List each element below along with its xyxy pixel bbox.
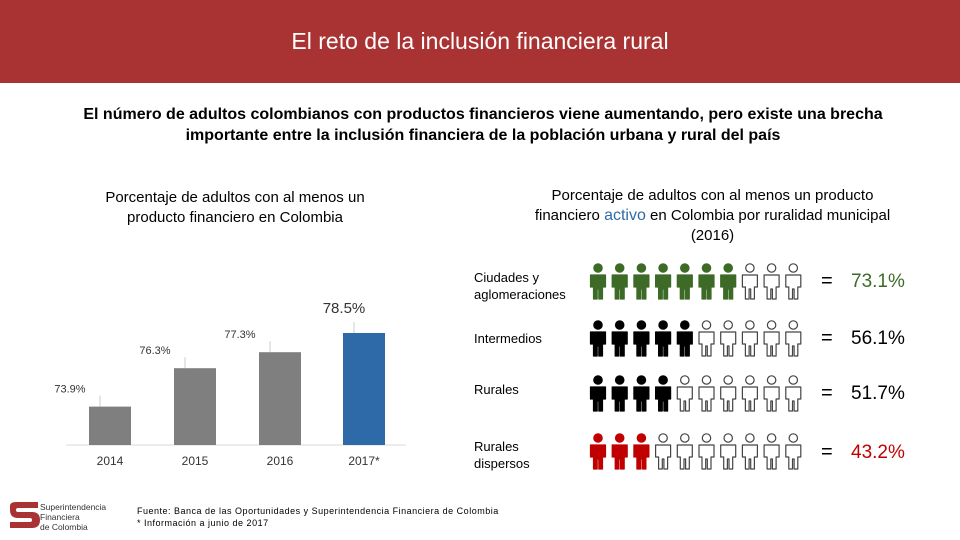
person-outline-icon — [741, 320, 758, 357]
person-outline-icon — [741, 375, 758, 412]
logo-line-3: de Colombia — [40, 522, 88, 532]
data-label-2015: 76.3% — [139, 345, 170, 357]
tick-label-2016: 2016 — [267, 454, 294, 468]
person-filled-icon — [633, 320, 650, 357]
person-filled-icon — [589, 263, 607, 300]
equals-sign: = — [821, 327, 833, 349]
person-outline-icon — [698, 375, 715, 412]
footnote: Fuente: Banca de las Oportunidades y Sup… — [137, 505, 499, 529]
people-row-rurales-dispersos — [589, 433, 802, 470]
row-label-line-2: aglomeraciones — [474, 287, 566, 302]
pictogram-title-line-2: financiero activo en Colombia por rurali… — [485, 206, 940, 226]
pictogram-title-line-3: (2016) — [690, 227, 735, 244]
pictogram-title-accent: activo — [604, 207, 646, 224]
bar-2015 — [174, 368, 216, 445]
logo-text: Superintendencia Financiera de Colombia — [40, 502, 106, 532]
subtitle-line-1: El número de adultos colombianos con pro… — [83, 106, 883, 123]
person-filled-icon — [676, 263, 693, 300]
person-outline-icon — [763, 433, 780, 470]
bar-2017* — [343, 333, 385, 445]
person-outline-icon — [676, 375, 693, 412]
bar-chart-title-line-2: producto financiero en Colombia — [127, 209, 343, 226]
pictogram-title-line-1: Porcentaje de adultos con al menos un pr… — [551, 187, 874, 204]
person-filled-icon — [611, 320, 628, 357]
people-row-ciudades — [589, 263, 802, 300]
row-label-line-1: Intermedios — [474, 331, 542, 346]
bar-chart-title: Porcentaje de adultos con al menos un pr… — [70, 188, 400, 228]
person-filled-icon — [589, 375, 607, 412]
row-label-line-1: Rurales — [474, 439, 519, 454]
person-outline-icon — [720, 320, 737, 357]
data-label-2017*: 78.5% — [323, 300, 366, 317]
header-banner — [0, 0, 960, 83]
row-label-line-1: Ciudades y — [474, 270, 540, 285]
bar-chart: 73.9% 2014 76.3% 2015 77.3% 2016 78.5% 2017* — [54, 300, 406, 468]
row-label-intermedios: Intermedios — [474, 330, 584, 347]
person-outline-icon — [785, 433, 802, 470]
person-filled-icon — [611, 263, 628, 300]
bar-chart-title-line-1: Porcentaje de adultos con al menos un — [105, 189, 365, 206]
pct-ciudades: 73.1% — [851, 271, 905, 292]
person-outline-icon — [720, 433, 737, 470]
pictogram-title-post: en Colombia por ruralidad municipal — [645, 207, 891, 224]
data-label-2016: 77.3% — [224, 329, 255, 341]
person-outline-icon — [698, 320, 715, 357]
person-filled-icon — [633, 263, 650, 300]
person-filled-icon — [720, 263, 737, 300]
people-row-intermedios — [589, 320, 802, 357]
person-filled-icon — [676, 320, 693, 357]
person-filled-icon — [633, 433, 650, 470]
tick-label-2017*: 2017* — [348, 454, 380, 468]
person-filled-icon — [655, 320, 672, 357]
page-title: El reto de la inclusión financiera rural — [291, 28, 669, 54]
person-outline-icon — [785, 263, 802, 300]
equals-sign: = — [821, 270, 833, 292]
pictogram-chart-title: Porcentaje de adultos con al menos un pr… — [485, 186, 940, 246]
row-label-ciudades: Ciudades y aglomeraciones — [474, 269, 584, 303]
row-label-line-2: dispersos — [474, 456, 530, 471]
person-filled-icon — [589, 433, 607, 470]
person-outline-icon — [698, 433, 715, 470]
person-filled-icon — [655, 263, 672, 300]
equals-sign: = — [821, 382, 833, 404]
tick-label-2015: 2015 — [182, 454, 209, 468]
person-outline-icon — [763, 375, 780, 412]
person-outline-icon — [720, 375, 737, 412]
tick-label-2014: 2014 — [97, 454, 124, 468]
people-row-rurales — [589, 375, 802, 412]
person-outline-icon — [741, 263, 758, 300]
person-filled-icon — [611, 375, 628, 412]
person-filled-icon — [698, 263, 715, 300]
pct-rurales-dispersos: 43.2% — [851, 442, 905, 463]
row-label-line-1: Rurales — [474, 382, 519, 397]
bar-2014 — [89, 406, 131, 445]
subtitle: El número de adultos colombianos con pro… — [20, 104, 946, 146]
person-outline-icon — [763, 263, 780, 300]
person-outline-icon — [785, 375, 802, 412]
person-filled-icon — [589, 320, 607, 357]
person-filled-icon — [655, 375, 672, 412]
person-outline-icon — [655, 433, 672, 470]
row-label-rurales-dispersos: Rurales dispersos — [474, 438, 584, 472]
pictogram-title-pre: financiero — [534, 207, 605, 224]
superintendencia-logo-icon — [10, 502, 40, 528]
footnote-note: * Información a junio de 2017 — [137, 518, 269, 528]
person-filled-icon — [633, 375, 650, 412]
person-outline-icon — [741, 433, 758, 470]
logo-mark — [10, 502, 40, 528]
person-outline-icon — [763, 320, 780, 357]
bar-2016 — [259, 352, 301, 445]
footnote-source: Fuente: Banca de las Oportunidades y Sup… — [137, 506, 499, 516]
logo-line-2: Financiera — [40, 512, 80, 522]
pct-intermedios: 56.1% — [851, 328, 905, 349]
logo-line-1: Superintendencia — [40, 502, 107, 512]
subtitle-line-2: importante entre la inclusión financiera… — [185, 127, 781, 144]
equals-sign: = — [821, 441, 833, 463]
row-label-rurales: Rurales — [474, 381, 584, 398]
person-outline-icon — [676, 433, 693, 470]
person-filled-icon — [611, 433, 628, 470]
pct-rurales: 51.7% — [851, 383, 905, 404]
data-label-2014: 73.9% — [54, 384, 85, 396]
person-outline-icon — [785, 320, 802, 357]
